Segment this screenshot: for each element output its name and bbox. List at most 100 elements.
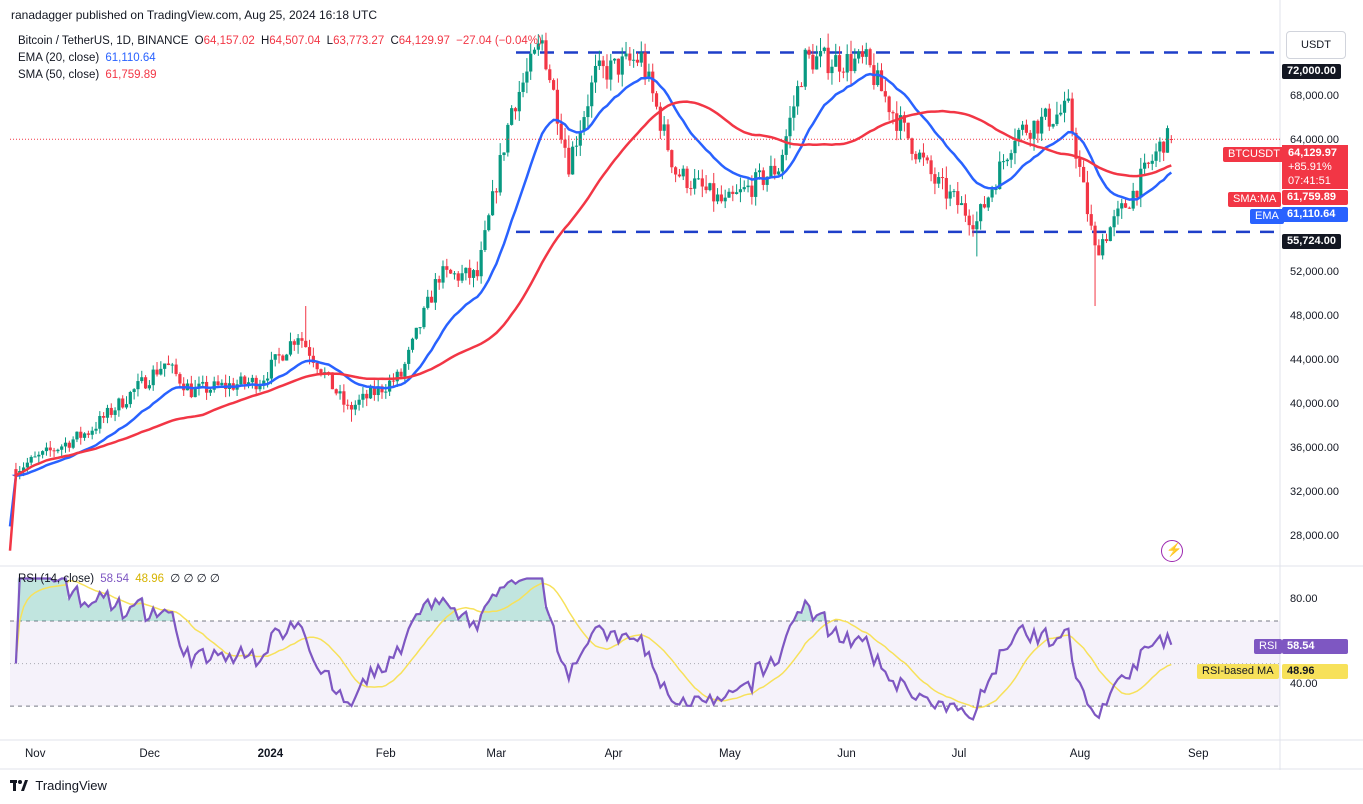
candle-body [883, 91, 887, 97]
time-tick-label: Feb [375, 748, 396, 760]
candle-body [837, 55, 842, 72]
candle-body [44, 447, 49, 452]
candle-body [944, 178, 948, 199]
candle-body [757, 170, 762, 173]
candle-body [174, 364, 178, 375]
candle-body [475, 270, 479, 277]
candle-body [563, 139, 567, 148]
candle-body [708, 183, 712, 191]
candle-body [1009, 153, 1013, 160]
candle-body [529, 53, 533, 72]
tradingview-footer[interactable]: TradingView [10, 778, 107, 793]
candle-body [1135, 190, 1139, 198]
candle-body [113, 410, 117, 415]
candle-body [1082, 166, 1086, 183]
candle-body [1062, 100, 1067, 113]
candle-body [986, 197, 990, 208]
brand-name: TradingView [35, 778, 107, 793]
alert-bolt-icon[interactable] [1161, 540, 1183, 562]
published-header: ranadagger published on TradingView.com,… [11, 8, 378, 22]
symbol-tag: BTCUSDT [1223, 147, 1285, 162]
candle-body [1143, 162, 1147, 169]
time-tick-label: Mar [486, 748, 507, 760]
candle-body [510, 108, 514, 125]
candle-body [304, 340, 308, 348]
candle-body [90, 430, 94, 435]
candle-body [712, 183, 716, 202]
candle-body [1085, 182, 1090, 215]
candle-body [1020, 124, 1025, 130]
candle-body [399, 371, 403, 377]
candle-body [132, 389, 136, 392]
candle-body [342, 391, 346, 405]
ema-legend[interactable]: EMA (20, close) 61,110.64 [18, 52, 156, 64]
candle-body [1093, 225, 1097, 246]
rsi-ma-line [15, 579, 1172, 709]
candle-body [929, 160, 933, 175]
candle-body [266, 378, 270, 381]
candle-body [414, 327, 418, 339]
candle-body [624, 53, 628, 57]
candle-body [193, 387, 197, 398]
time-tick-label: Jun [837, 748, 856, 760]
candle-body [178, 374, 182, 384]
rsi-ma-legend-value: 48.96 [135, 573, 165, 585]
level-tag-55724: 55,724.00 [1282, 234, 1341, 249]
rsi-legend[interactable]: RSI (14, close) 58.54 48.96 ∅ ∅ ∅ ∅ [18, 573, 220, 585]
candle-body [33, 456, 37, 458]
candle-body [56, 449, 60, 452]
candle-body [1066, 98, 1070, 101]
price-tick-label: 64,000.00 [1290, 133, 1339, 146]
candle-body [780, 154, 784, 172]
candle-body [1017, 129, 1021, 141]
candle-body [700, 178, 704, 187]
candle-body [452, 273, 457, 275]
candle-body [517, 91, 521, 112]
candle-body [349, 405, 354, 410]
candle-body [296, 338, 300, 345]
candle-body [437, 279, 441, 283]
candle-body [826, 47, 830, 74]
candle-body [216, 381, 220, 386]
candle-body [578, 131, 582, 146]
candle-body [143, 377, 148, 389]
candle-body [612, 58, 617, 61]
candle-body [1040, 116, 1044, 134]
candle-body [502, 152, 506, 156]
candle-body [128, 391, 132, 405]
candle-body [921, 152, 926, 158]
candle-body [788, 117, 792, 137]
candle-body [628, 53, 632, 61]
candle-body [868, 49, 872, 66]
candle-body [647, 71, 651, 78]
candle-body [1032, 120, 1036, 139]
candle-body [334, 389, 338, 394]
candle-body [597, 60, 601, 66]
candle-body [1047, 108, 1051, 127]
candle-body [704, 186, 708, 191]
symbol-name[interactable]: Bitcoin / TetherUS, 1D, BINANCE [18, 35, 189, 47]
candle-body [338, 391, 342, 394]
price-tick-label: 68,000.00 [1290, 89, 1339, 102]
candle-body [1127, 207, 1131, 209]
candle-body [98, 416, 102, 429]
candle-body [254, 377, 258, 390]
sma-price-tag: 61,759.89 [1282, 190, 1348, 205]
candle-body [784, 136, 788, 155]
candle-body [94, 428, 98, 431]
candle-body [940, 177, 945, 179]
currency-selector[interactable]: USDT [1286, 31, 1346, 59]
candle-body [506, 124, 510, 153]
time-tick-label: Jul [951, 748, 967, 760]
price-tick-label: 44,000.00 [1290, 354, 1339, 367]
candle-body [513, 108, 518, 112]
candle-body [201, 381, 205, 384]
sma-legend[interactable]: SMA (50, close) 61,759.89 [18, 69, 157, 81]
candle-body [300, 338, 304, 341]
candle-body [967, 215, 971, 226]
candle-body [388, 380, 392, 392]
candle-body [48, 447, 52, 451]
candle-body [71, 439, 75, 448]
candle-body [544, 40, 548, 70]
